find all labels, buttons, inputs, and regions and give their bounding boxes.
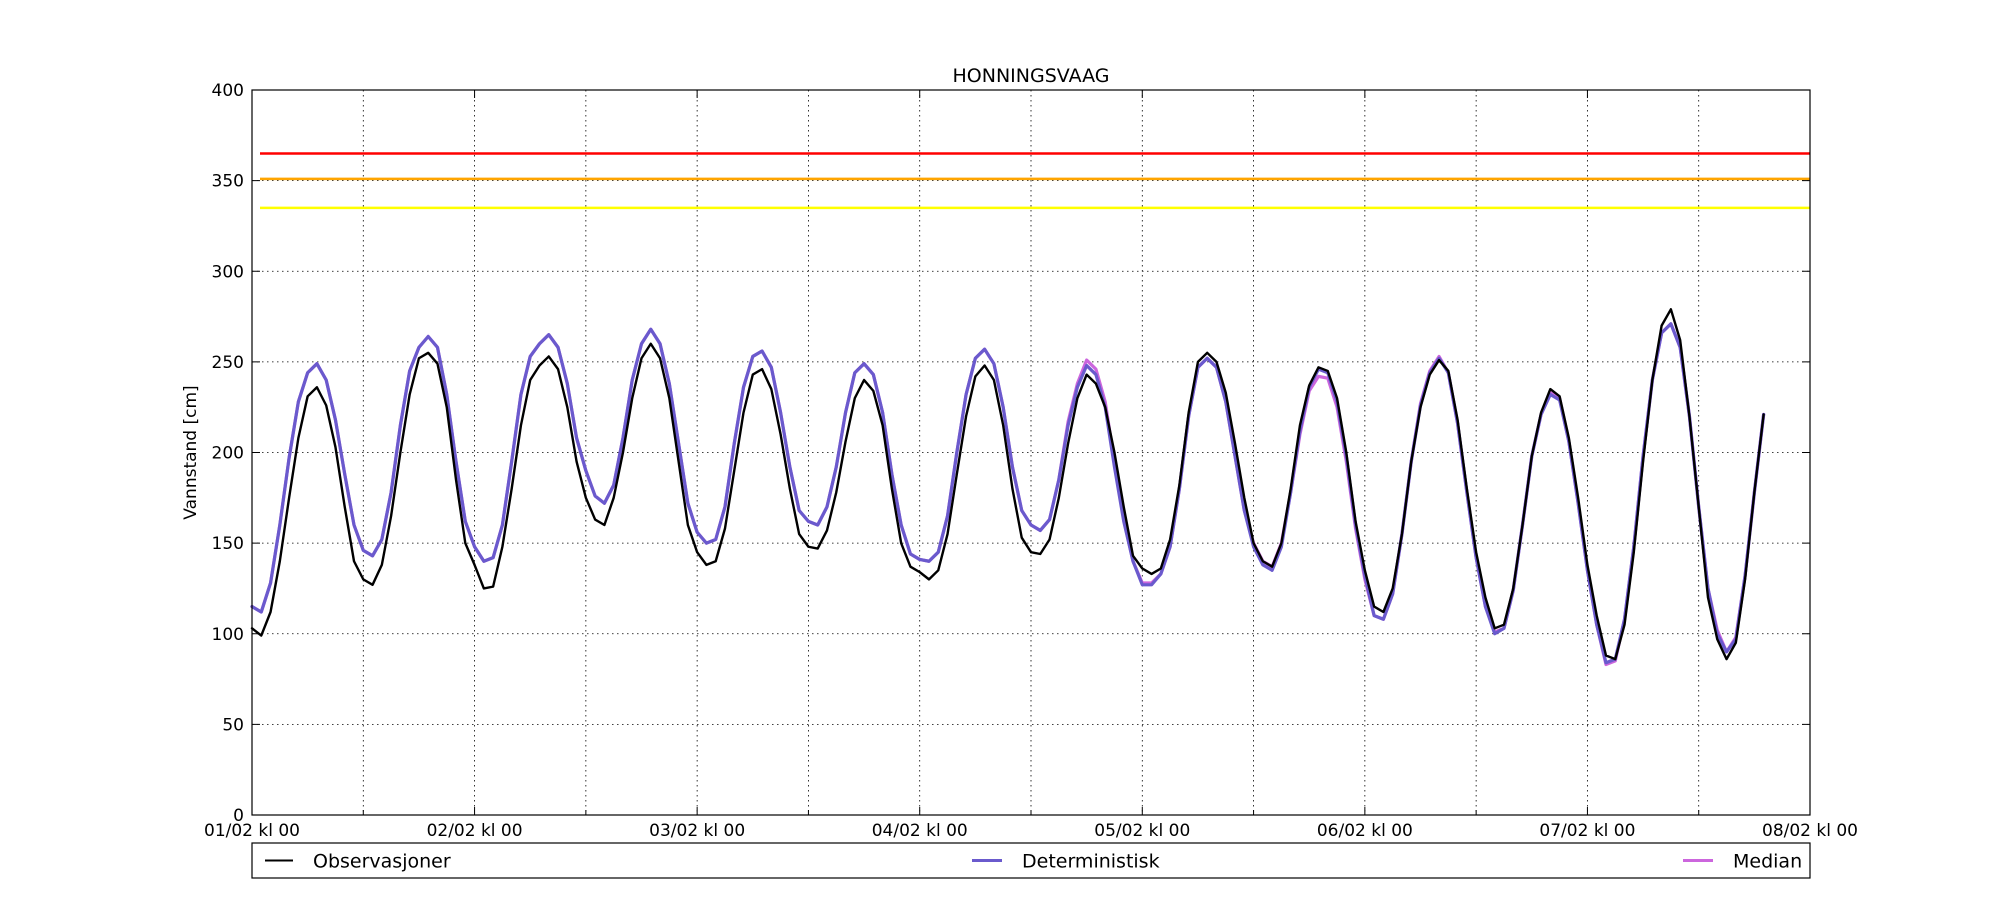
series-line-median <box>250 322 1766 667</box>
y-tick-label: 0 <box>233 806 244 826</box>
series-line-deterministisk <box>250 322 1766 665</box>
legend-label-deterministisk: Deterministisk <box>1022 851 1160 873</box>
legend-label-observasjoner: Observasjoner <box>313 851 451 873</box>
y-tick-label: 50 <box>222 715 244 735</box>
y-tick-label: 350 <box>212 172 244 192</box>
axis-ticks: 0 50 100 150 200 250 300 350 400 01/02 kl 00 02/02… <box>204 81 1858 841</box>
threshold-lines <box>260 152 1810 210</box>
x-tick-label: 07/02 kl 00 <box>1539 821 1635 841</box>
x-tick-label: 03/02 kl 00 <box>649 821 745 841</box>
series-line-observasjoner <box>250 308 1765 661</box>
x-tick-label: 02/02 kl 00 <box>427 821 523 841</box>
y-tick-label: 300 <box>212 262 244 282</box>
legend-box <box>251 842 1811 879</box>
series-lines <box>250 308 1766 667</box>
y-tick-label: 150 <box>212 534 244 554</box>
x-tick-label: 04/02 kl 00 <box>872 821 968 841</box>
x-tick-label: 06/02 kl 00 <box>1317 821 1413 841</box>
y-axis-label: Vannstand [cm] <box>181 385 201 519</box>
grid-layer <box>252 90 1810 815</box>
y-tick-label: 250 <box>212 353 244 373</box>
y-tick-label: 400 <box>212 81 244 101</box>
legend: Observasjoner Deterministisk Median <box>251 842 1811 879</box>
y-tick-label: 200 <box>212 444 244 464</box>
x-tick-label: 08/02 kl 00 <box>1762 821 1858 841</box>
y-tick-label: 100 <box>212 625 244 645</box>
chart-title: HONNINGSVAAG <box>953 65 1110 87</box>
x-tick-label: 01/02 kl 00 <box>204 821 300 841</box>
x-tick-label: 05/02 kl 00 <box>1094 821 1190 841</box>
legend-label-median: Median <box>1733 851 1802 873</box>
